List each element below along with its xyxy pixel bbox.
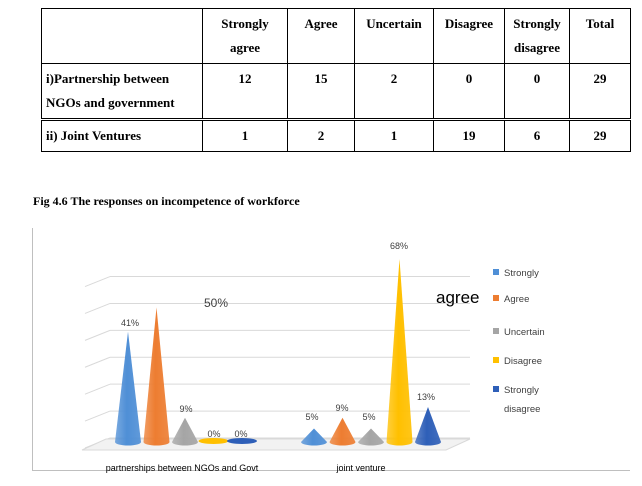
header-cell-total: Total [569,8,631,64]
data-label: 68% [390,241,408,251]
cone-agree [143,307,170,446]
row-label: i)Partnership between NGOs and governmen… [41,63,203,121]
category-label: partnerships between NGOs and Govt [106,463,259,473]
table-cell: 19 [433,119,505,152]
cone-uncertain [172,417,198,446]
table-cell: 0 [433,63,505,121]
data-label: 0% [234,429,247,439]
legend-label: disagree [504,404,540,415]
gridline [84,383,111,395]
table-cell: 12 [202,63,288,121]
table-cell: 6 [504,119,570,152]
table-cell: 2 [354,63,434,121]
floating-word: agree [436,288,479,307]
cone-strongly-disagree [415,407,441,446]
table-cell: 2 [287,119,355,152]
responses-table: Strongly agree Agree Uncertain Disagree … [41,8,631,152]
legend-swatch [493,386,499,392]
legend-label: Strongly [504,385,539,396]
table-row: ii) Joint Ventures 1 2 1 19 6 29 [41,119,631,152]
table-row: i)Partnership between NGOs and governmen… [41,63,631,121]
gridline [84,302,111,314]
legend-label: Agree [504,294,529,305]
table-cell: 1 [354,119,434,152]
header-cell-uncertain: Uncertain [354,8,434,64]
row-label: ii) Joint Ventures [41,119,203,152]
gridline [84,410,111,422]
data-label: 9% [179,404,192,414]
cone-uncertain [358,428,384,446]
data-label: 5% [362,412,375,422]
legend-swatch [493,295,499,301]
table-cell: 29 [569,63,631,121]
gridline [84,356,111,368]
cone-strongly [115,331,141,446]
table-cell: 15 [287,63,355,121]
gridline [84,276,111,287]
legend-swatch [493,357,499,363]
legend-label: Disagree [504,356,542,367]
data-label: 9% [335,403,348,413]
cone-disagree [386,259,413,446]
legend-swatch [493,269,499,275]
table-cell: 0 [504,63,570,121]
gridline [84,329,111,341]
legend-label: Strongly [504,268,539,279]
table-cell: 29 [569,119,631,152]
data-label: 41% [121,318,139,328]
cone-disk-disagree [198,438,229,444]
legend-swatch [493,328,499,334]
chart-frame [32,228,630,471]
legend-label: Uncertain [504,327,545,338]
cone-strongly [301,428,327,446]
cone-disk-strongly-disagree [227,438,257,444]
figure-caption: Fig 4.6 The responses on incompetence of… [33,194,300,208]
data-label: 13% [417,392,435,402]
data-label: 5% [305,412,318,422]
data-label: 0% [207,429,220,439]
category-label: joint venture [335,463,385,473]
data-label: 50% [204,296,228,310]
cone-agree [329,417,356,446]
header-cell-empty [41,8,203,64]
table-cell: 1 [202,119,288,152]
